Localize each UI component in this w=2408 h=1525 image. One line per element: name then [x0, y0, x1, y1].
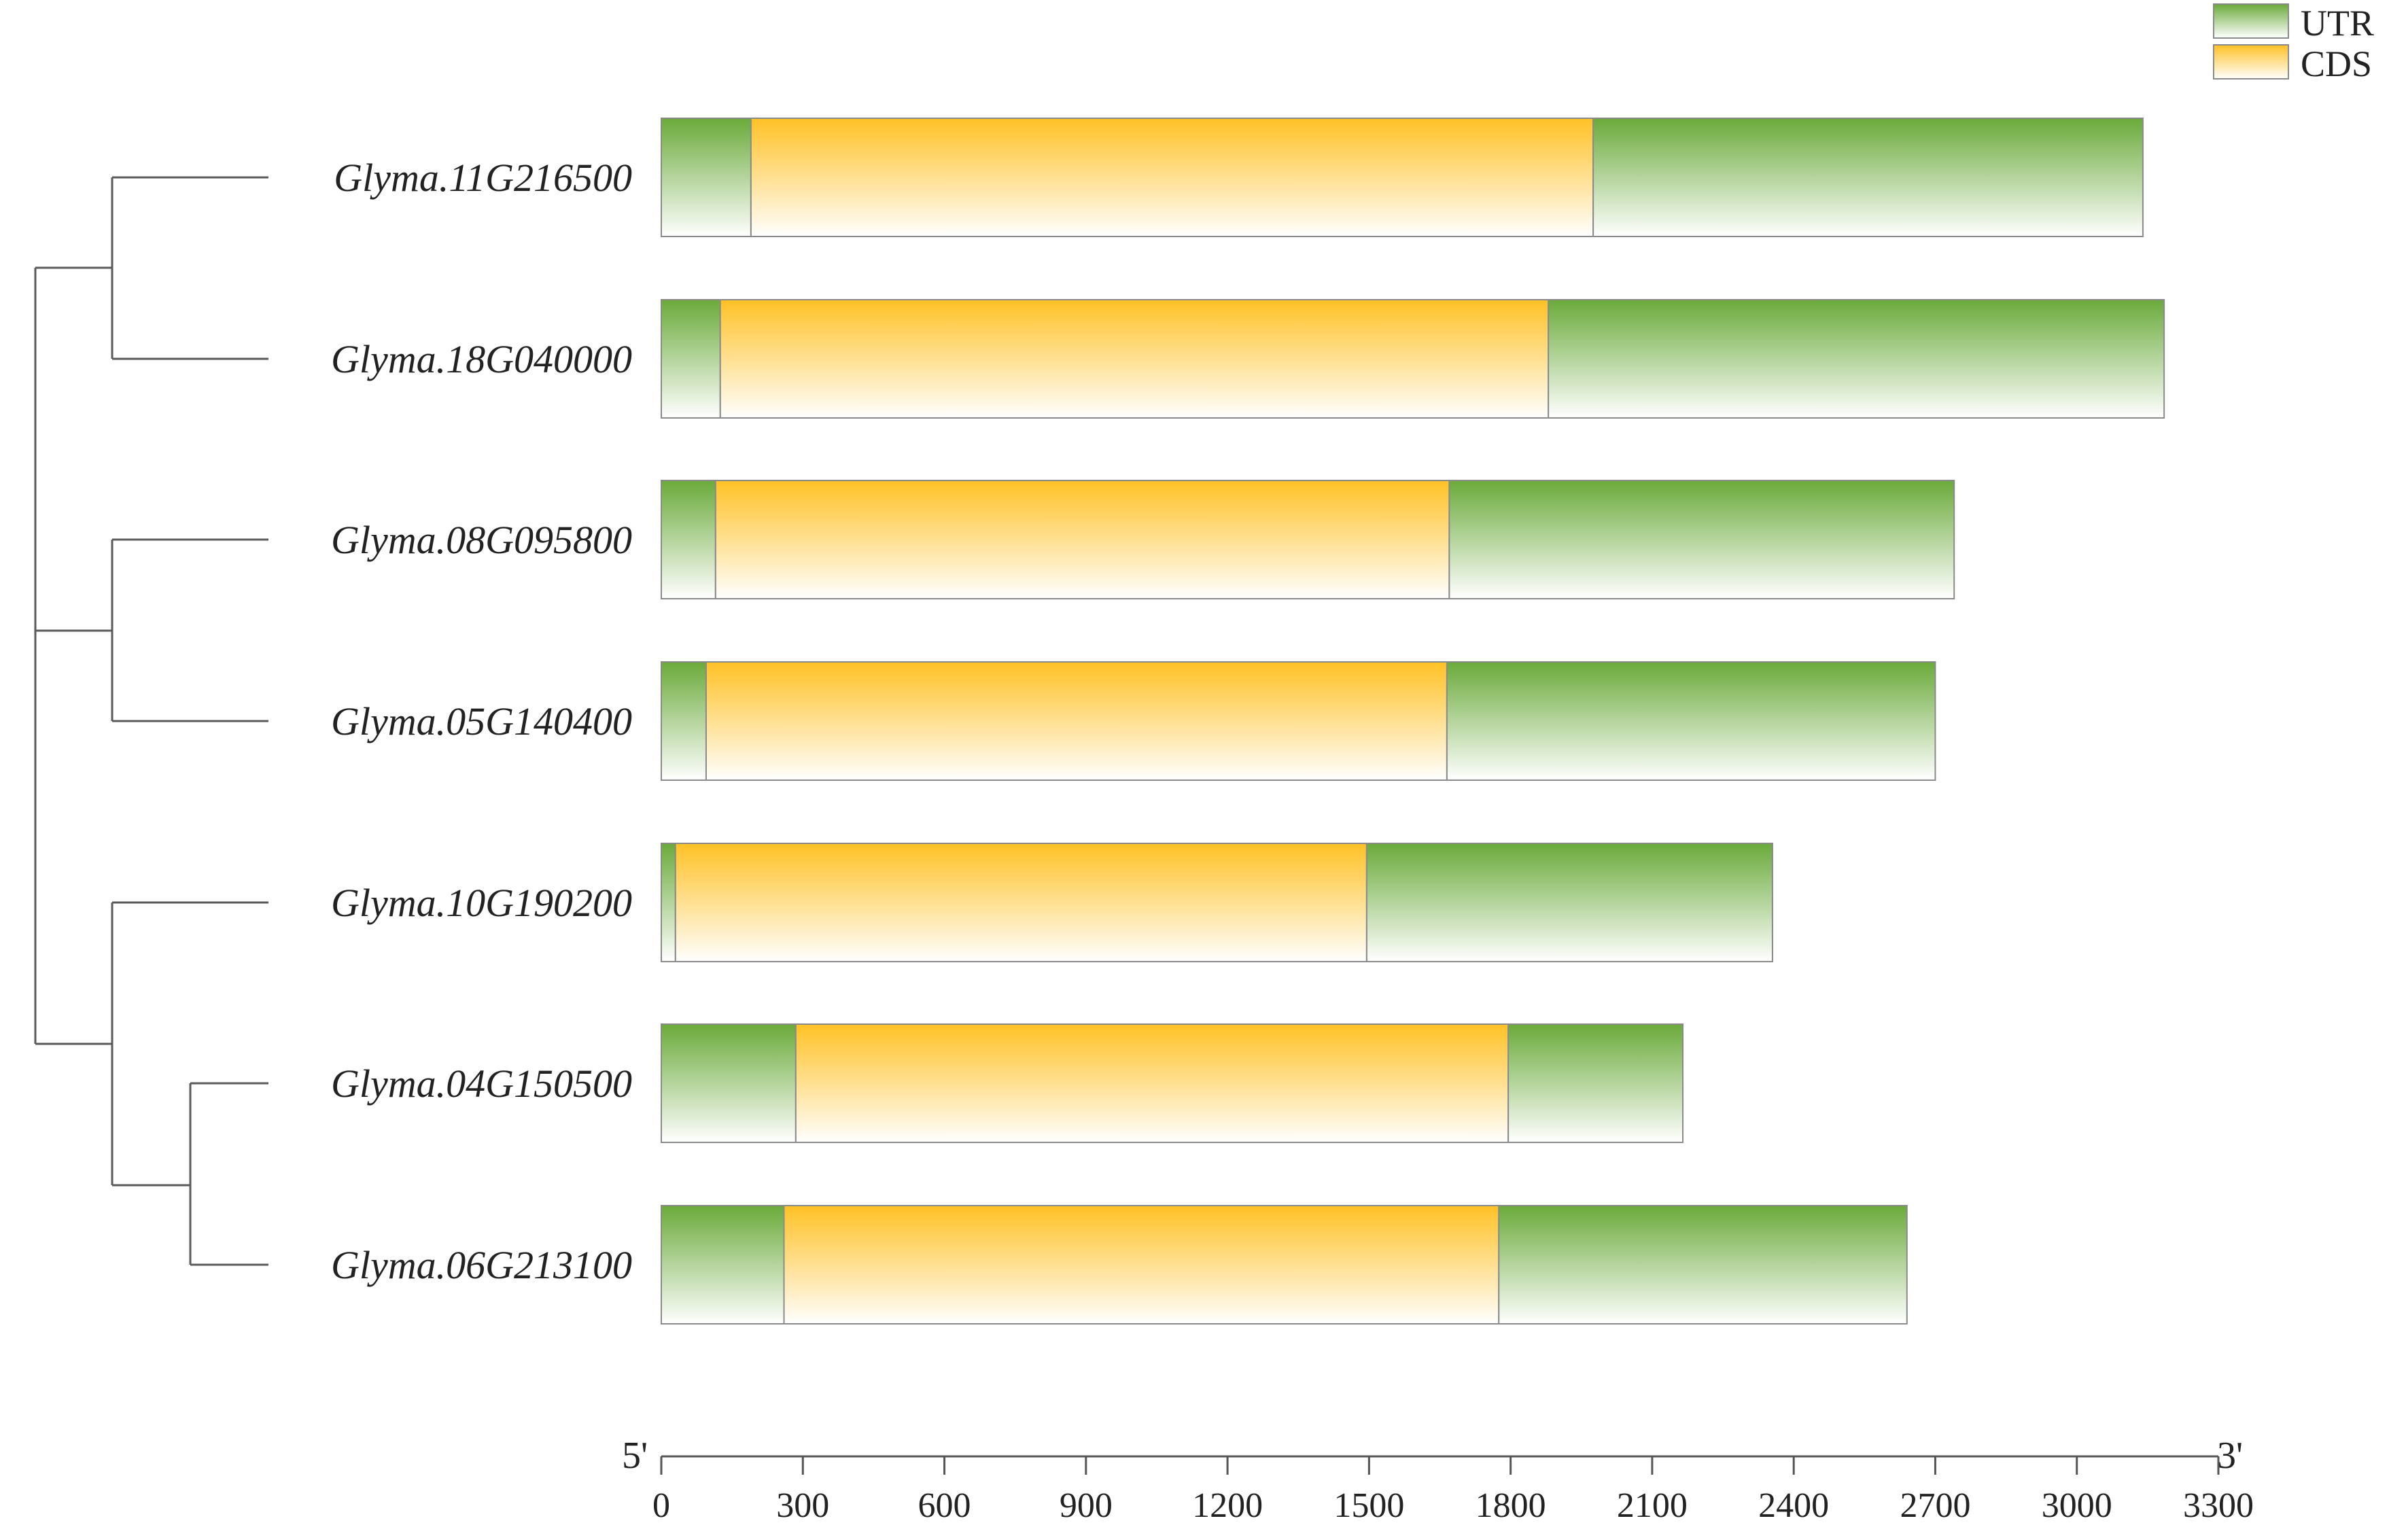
utr5-segment: [661, 661, 707, 781]
utr5-segment: [661, 480, 716, 599]
axis-tick-label: 600: [918, 1486, 971, 1525]
axis-tick-label: 1800: [1476, 1486, 1546, 1525]
gene-rows: Glyma.11G216500 Glyma.18G040000 Glyma.08G0…: [331, 118, 2165, 1325]
axis-tick-label: 2100: [1617, 1486, 1688, 1525]
utr3-segment: [1498, 1205, 1908, 1325]
axis-tick-label: 900: [1060, 1486, 1113, 1525]
cds-segment: [795, 1023, 1510, 1143]
axis-tick-label: 1500: [1333, 1486, 1404, 1525]
utr5-segment: [661, 118, 752, 237]
cds-segment: [714, 480, 1450, 599]
gene-row: Glyma.05G140400: [331, 661, 1936, 781]
cds-segment: [750, 118, 1594, 237]
gene-label: Glyma.10G190200: [331, 881, 632, 925]
gene-label: Glyma.04G150500: [331, 1062, 632, 1106]
utr3-segment: [1507, 1023, 1684, 1143]
utr5-segment: [661, 299, 721, 419]
phylogenetic-tree: [34, 176, 268, 1266]
utr3-segment: [1446, 661, 1936, 781]
utr3-segment: [1592, 118, 2144, 237]
scale-axis: 5' 3' 0 300 600 900 1200 1500 1800 2100 2400 2700…: [622, 1435, 2254, 1525]
cds-segment: [705, 661, 1448, 781]
axis-tick-label: 2400: [1758, 1486, 1829, 1525]
legend: UTR CDS: [2213, 3, 2374, 84]
axis-start-label: 5': [622, 1435, 648, 1477]
legend-cds-label: CDS: [2301, 43, 2372, 84]
cds-segment: [783, 1205, 1500, 1325]
axis-tick-label: 300: [776, 1486, 829, 1525]
gene-label: Glyma.18G040000: [331, 337, 632, 381]
gene-row: Glyma.04G150500: [331, 1023, 1684, 1143]
utr5-segment: [661, 843, 676, 962]
cds-segment: [674, 843, 1367, 962]
utr3-segment: [1548, 299, 2165, 419]
gene-row: Glyma.10G190200: [331, 843, 1773, 962]
gene-row: Glyma.06G213100: [331, 1205, 1908, 1325]
axis-end-label: 3': [2217, 1435, 2243, 1477]
gene-row: Glyma.11G216500: [334, 118, 2144, 237]
utr5-segment: [661, 1023, 797, 1143]
gene-label: Glyma.05G140400: [331, 699, 632, 743]
cds-segment: [719, 299, 1550, 419]
axis-tick-label: 3300: [2183, 1486, 2254, 1525]
utr3-segment: [1365, 843, 1773, 962]
gene-row: Glyma.08G095800: [331, 480, 1955, 599]
axis-tick-label: 0: [652, 1486, 670, 1525]
utr5-segment: [661, 1205, 785, 1325]
axis-tick-label: 2700: [1900, 1486, 1970, 1525]
gene-label: Glyma.06G213100: [331, 1243, 632, 1287]
legend-utr-label: UTR: [2301, 3, 2374, 43]
legend-utr-swatch: [2213, 3, 2289, 39]
axis-tick-label: 1200: [1192, 1486, 1263, 1525]
legend-cds-swatch: [2213, 44, 2289, 80]
utr3-segment: [1448, 480, 1955, 599]
gene-row: Glyma.18G040000: [331, 299, 2165, 419]
gene-label: Glyma.08G095800: [331, 518, 632, 562]
axis-tick-label: 3000: [2042, 1486, 2112, 1525]
gene-label: Glyma.11G216500: [334, 156, 632, 200]
